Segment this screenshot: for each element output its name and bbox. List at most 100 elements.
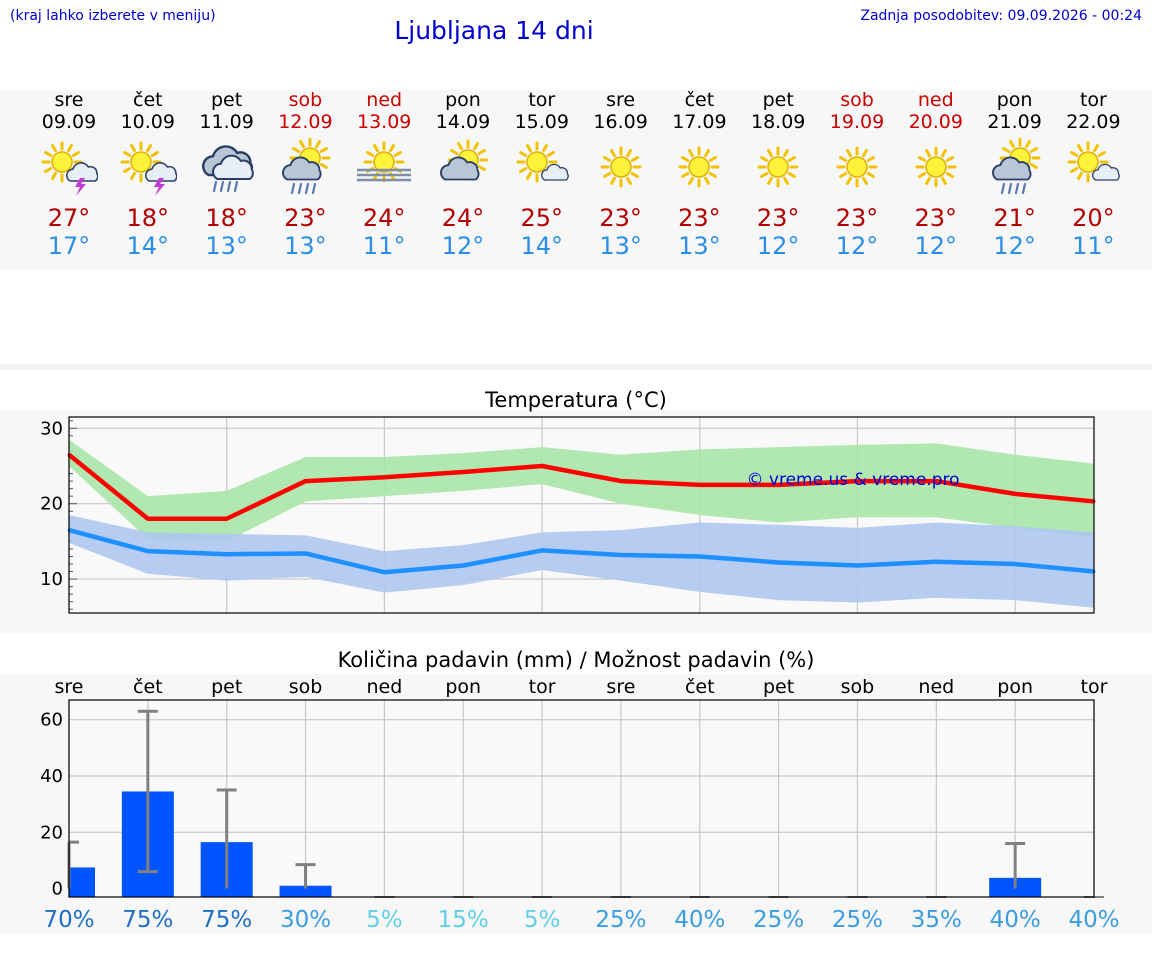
precip-probability: 75%	[122, 907, 173, 933]
cloud-outline	[991, 156, 1032, 181]
cloud-shape	[282, 156, 322, 181]
max-temperature-band	[69, 439, 1094, 542]
sun-ray	[681, 172, 690, 178]
rain-drop	[305, 182, 310, 195]
sun-ray	[299, 140, 306, 149]
sun-ray	[546, 151, 555, 157]
last-updated: Zadnja posodobitev: 09.09.2026 - 00:24	[860, 8, 1142, 24]
day-column: ned 13.09 24° 11°	[344, 89, 424, 261]
plot-frame	[68, 699, 1095, 898]
precip-probability: 25%	[832, 907, 883, 933]
sun-icon	[600, 146, 642, 188]
sun-ray	[681, 156, 690, 162]
day-name: sre	[54, 89, 84, 111]
sun-ray	[917, 156, 927, 162]
sun-ray	[704, 149, 711, 158]
sun-disc	[767, 156, 789, 178]
precip-day-label: pon	[445, 676, 481, 698]
sun-ray	[518, 167, 528, 173]
cloud-outline	[440, 156, 480, 181]
day-name: tor	[528, 89, 556, 111]
precip-probability: 25%	[753, 907, 804, 933]
data-point	[934, 479, 938, 483]
data-point	[225, 552, 229, 556]
sun-small-cloud-icon	[1067, 141, 1121, 183]
sun-ray	[1029, 147, 1038, 153]
temperature-chart-title: Temperatura (°C)	[485, 388, 667, 412]
rain-drop	[219, 180, 224, 193]
sun-ray	[609, 176, 616, 185]
day-column: sob 12.09 23° 13°	[265, 90, 345, 261]
precip-probability: 75%	[201, 907, 252, 933]
data-point	[382, 475, 386, 479]
max-temperature: 27°	[47, 204, 91, 232]
precip-day-label: čet	[685, 676, 715, 698]
rain-drop	[1021, 182, 1026, 195]
cloud-shape	[66, 162, 98, 182]
rain-drop	[212, 180, 217, 193]
day-name: ned	[366, 89, 403, 111]
day-name: pet	[762, 89, 794, 111]
cloud-outline	[540, 163, 569, 181]
max-temperature: 23°	[678, 204, 721, 232]
data-point	[461, 564, 465, 568]
sun-ray	[839, 156, 848, 162]
sun-disc	[526, 151, 548, 173]
y-tick-label: 40	[40, 766, 63, 787]
day-date: 14.09	[435, 111, 491, 133]
day-name: čet	[684, 89, 715, 111]
day-date: 22.09	[1066, 111, 1121, 133]
day-name: čet	[133, 89, 163, 111]
sun-ray	[129, 144, 136, 153]
max-temperature: 23°	[835, 204, 879, 232]
sun-ray	[71, 151, 80, 157]
sun-ray	[846, 149, 852, 158]
precip-bar	[279, 885, 332, 897]
min-temperature: 12°	[835, 232, 879, 260]
rain-drop	[1000, 182, 1005, 195]
min-temperature: 13°	[205, 232, 248, 260]
sun-disc	[373, 151, 395, 173]
y-tick-label: 30	[40, 418, 63, 439]
precip-probability: 5%	[524, 907, 561, 933]
sun-ray	[518, 151, 528, 157]
sun-ray	[122, 167, 132, 173]
y-tick-label: 20	[40, 822, 63, 843]
cloud-shape	[991, 156, 1032, 181]
precip-day-label: pet	[211, 676, 242, 698]
location-hint: (kraj lahko izberete v meniju)	[10, 8, 216, 24]
min-temperature: 11°	[362, 232, 406, 260]
sun-ray	[457, 142, 463, 151]
sun-shape	[836, 146, 878, 188]
min-temperature: 11°	[1072, 232, 1115, 260]
sun-ray	[320, 163, 329, 169]
sun-ray	[122, 151, 132, 157]
forecast-strip	[0, 90, 1152, 270]
sun-ray	[541, 144, 548, 153]
sun-ray	[1001, 147, 1010, 153]
max-temperature: 25°	[520, 204, 564, 232]
max-temperature: 18°	[205, 204, 248, 232]
precip-day-label: tor	[529, 676, 556, 698]
y-tick-label: 10	[40, 569, 63, 590]
sun-ray	[783, 149, 790, 158]
day-column: čet 10.09 18° 14°	[108, 90, 188, 260]
sun-ray	[44, 167, 53, 173]
precipitation-chart-title: Količina padavin (mm) / Možnost padavin …	[337, 648, 815, 672]
day-column: pet 18.09 23° 12°	[738, 89, 818, 261]
separator	[0, 364, 1152, 370]
precip-day-label: tor	[1081, 676, 1108, 698]
sun-ray	[866, 172, 875, 178]
precip-day-label: pon	[997, 676, 1033, 698]
sun-shape	[1067, 141, 1109, 183]
day-column: sre 09.09 27° 17°	[29, 90, 109, 260]
min-temperature: 13°	[284, 232, 327, 260]
data-point	[540, 464, 544, 468]
data-point	[1013, 562, 1017, 566]
sun-ray	[129, 171, 136, 180]
cloud-outline	[144, 162, 177, 182]
rain-drops	[291, 182, 317, 195]
rain-drop	[291, 182, 296, 195]
sun-ray	[602, 156, 611, 162]
data-point	[461, 470, 465, 474]
